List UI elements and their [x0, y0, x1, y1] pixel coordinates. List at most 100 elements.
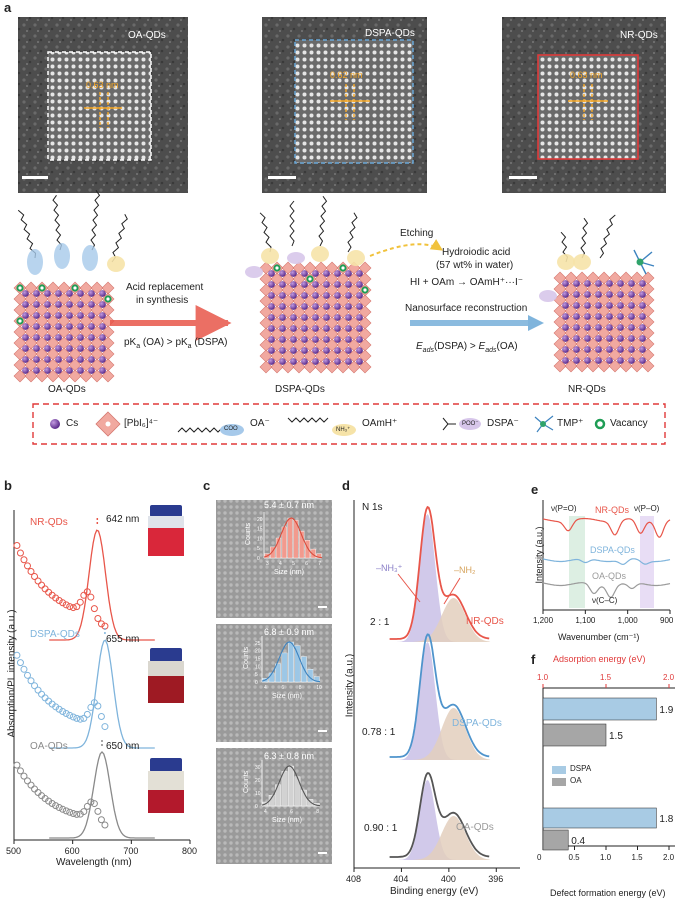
octahedron: [597, 359, 611, 373]
b-abs-point: [101, 723, 109, 731]
b-abs-point: [16, 659, 24, 667]
cs-atom: [268, 270, 275, 277]
cs-atom: [628, 291, 635, 298]
cs-atom: [639, 291, 646, 298]
arrow-etching: [369, 239, 444, 257]
cs-atom: [617, 357, 624, 364]
b-abs-point: [59, 707, 67, 715]
cs-atom: [345, 292, 352, 299]
cs-atom: [562, 335, 569, 342]
cs-atom: [301, 336, 308, 343]
c-ytick-label: 10: [255, 664, 261, 670]
cs-atom: [628, 357, 635, 364]
b-abs-point: [76, 715, 84, 723]
cs-atom: [301, 314, 308, 321]
legend-dspa: DSPA⁻: [487, 418, 519, 429]
c-xlabel: Size (nm): [272, 817, 302, 824]
b-abs-point: [73, 810, 81, 818]
dspa-tag: [539, 290, 557, 302]
legend-cs: Cs: [66, 418, 79, 429]
b-abs-point: [94, 807, 102, 815]
cs-atom: [22, 301, 29, 308]
legend-pbi6: [PbI₆]⁴⁻: [124, 418, 159, 429]
tem-spacing-oa: 0.63 nm: [86, 80, 119, 90]
cs-atom: [301, 270, 308, 277]
f-bar-label: 1.5: [609, 731, 623, 742]
dspa-tag: [245, 266, 263, 278]
lattice-oa-qds: [13, 281, 115, 383]
cs-atom: [279, 358, 286, 365]
cs-atom: [595, 302, 602, 309]
b-xtick-label: 500: [6, 846, 21, 856]
cs-atom: [268, 303, 275, 310]
lattice-nr-qds: [553, 271, 655, 373]
tem-label-dspa: DSPA-QDs: [365, 28, 415, 39]
e-spectrum-1: [542, 558, 671, 566]
octahedron: [292, 360, 306, 374]
cs-atom: [606, 346, 613, 353]
b-abs-point: [59, 599, 67, 607]
octahedron: [90, 369, 104, 383]
cs-atom: [584, 324, 591, 331]
cs-atom: [628, 324, 635, 331]
cs-atom: [323, 303, 330, 310]
cs-atom: [99, 367, 106, 374]
etching-label: Etching: [400, 228, 434, 239]
e-xtick-label: 1,100: [575, 616, 596, 625]
cs-atom: [334, 270, 341, 277]
cs-atom: [268, 292, 275, 299]
legend-swatch-dspa: [552, 766, 566, 774]
b-abs-point: [69, 810, 77, 818]
lattice-dspa-qds: [259, 261, 372, 374]
cs-atom: [33, 312, 40, 319]
vial-dspa: [148, 648, 184, 703]
cs-atom: [606, 324, 613, 331]
cs-atom: [33, 334, 40, 341]
b-abs-point: [76, 598, 84, 606]
c-ytick-label: 0: [257, 556, 260, 562]
cs-atom: [290, 325, 297, 332]
b-abs-point: [23, 562, 31, 570]
c-xtick-label: 8: [316, 809, 319, 815]
b-abs-point: [87, 798, 95, 806]
b-abs-point: [62, 601, 70, 609]
b-abs-point: [83, 710, 91, 718]
b-abs-point: [83, 588, 91, 596]
c-ylabel: Counts: [243, 770, 250, 793]
b-abs-point: [27, 567, 35, 575]
c-hist-bar: [288, 641, 294, 683]
e-series-nr: NR-QDs: [595, 505, 629, 515]
cs-atom: [33, 345, 40, 352]
ligand-chain: [318, 195, 328, 247]
cs-atom: [66, 345, 73, 352]
cs-atom: [77, 345, 84, 352]
cs-atom: [22, 290, 29, 297]
panel-e-plot: 1,200 1,100 1,000 900: [533, 500, 674, 625]
f-legend-oa: OA: [570, 776, 582, 785]
b-abs-point: [20, 772, 28, 780]
c-xtick-label: 3: [266, 561, 269, 567]
cs-atom: [573, 291, 580, 298]
c-hist-bar: [270, 546, 276, 559]
cs-atom: [584, 313, 591, 320]
cs-atom: [279, 292, 286, 299]
cs-atom: [312, 270, 319, 277]
c-xtick-label: 5: [292, 561, 295, 567]
e-vpo-double: ν(P=O): [551, 504, 577, 513]
cs-atom: [44, 367, 51, 374]
cs-atom: [66, 334, 73, 341]
cs-atom: [77, 312, 84, 319]
cs-atom: [345, 281, 352, 288]
f-bottom-tick-label: 2.0: [663, 853, 675, 862]
octahedron: [586, 359, 600, 373]
b-abs-point: [31, 785, 39, 793]
cs-atom: [88, 323, 95, 330]
cs-atom: [334, 281, 341, 288]
cs-atom: [639, 346, 646, 353]
b-xtick-label: 600: [65, 846, 80, 856]
nh3-tag: [573, 254, 591, 270]
cs-atom: [55, 345, 62, 352]
cs-atom: [562, 324, 569, 331]
b-peak-dspa: 655 nm: [106, 634, 140, 645]
cs-atom: [301, 303, 308, 310]
